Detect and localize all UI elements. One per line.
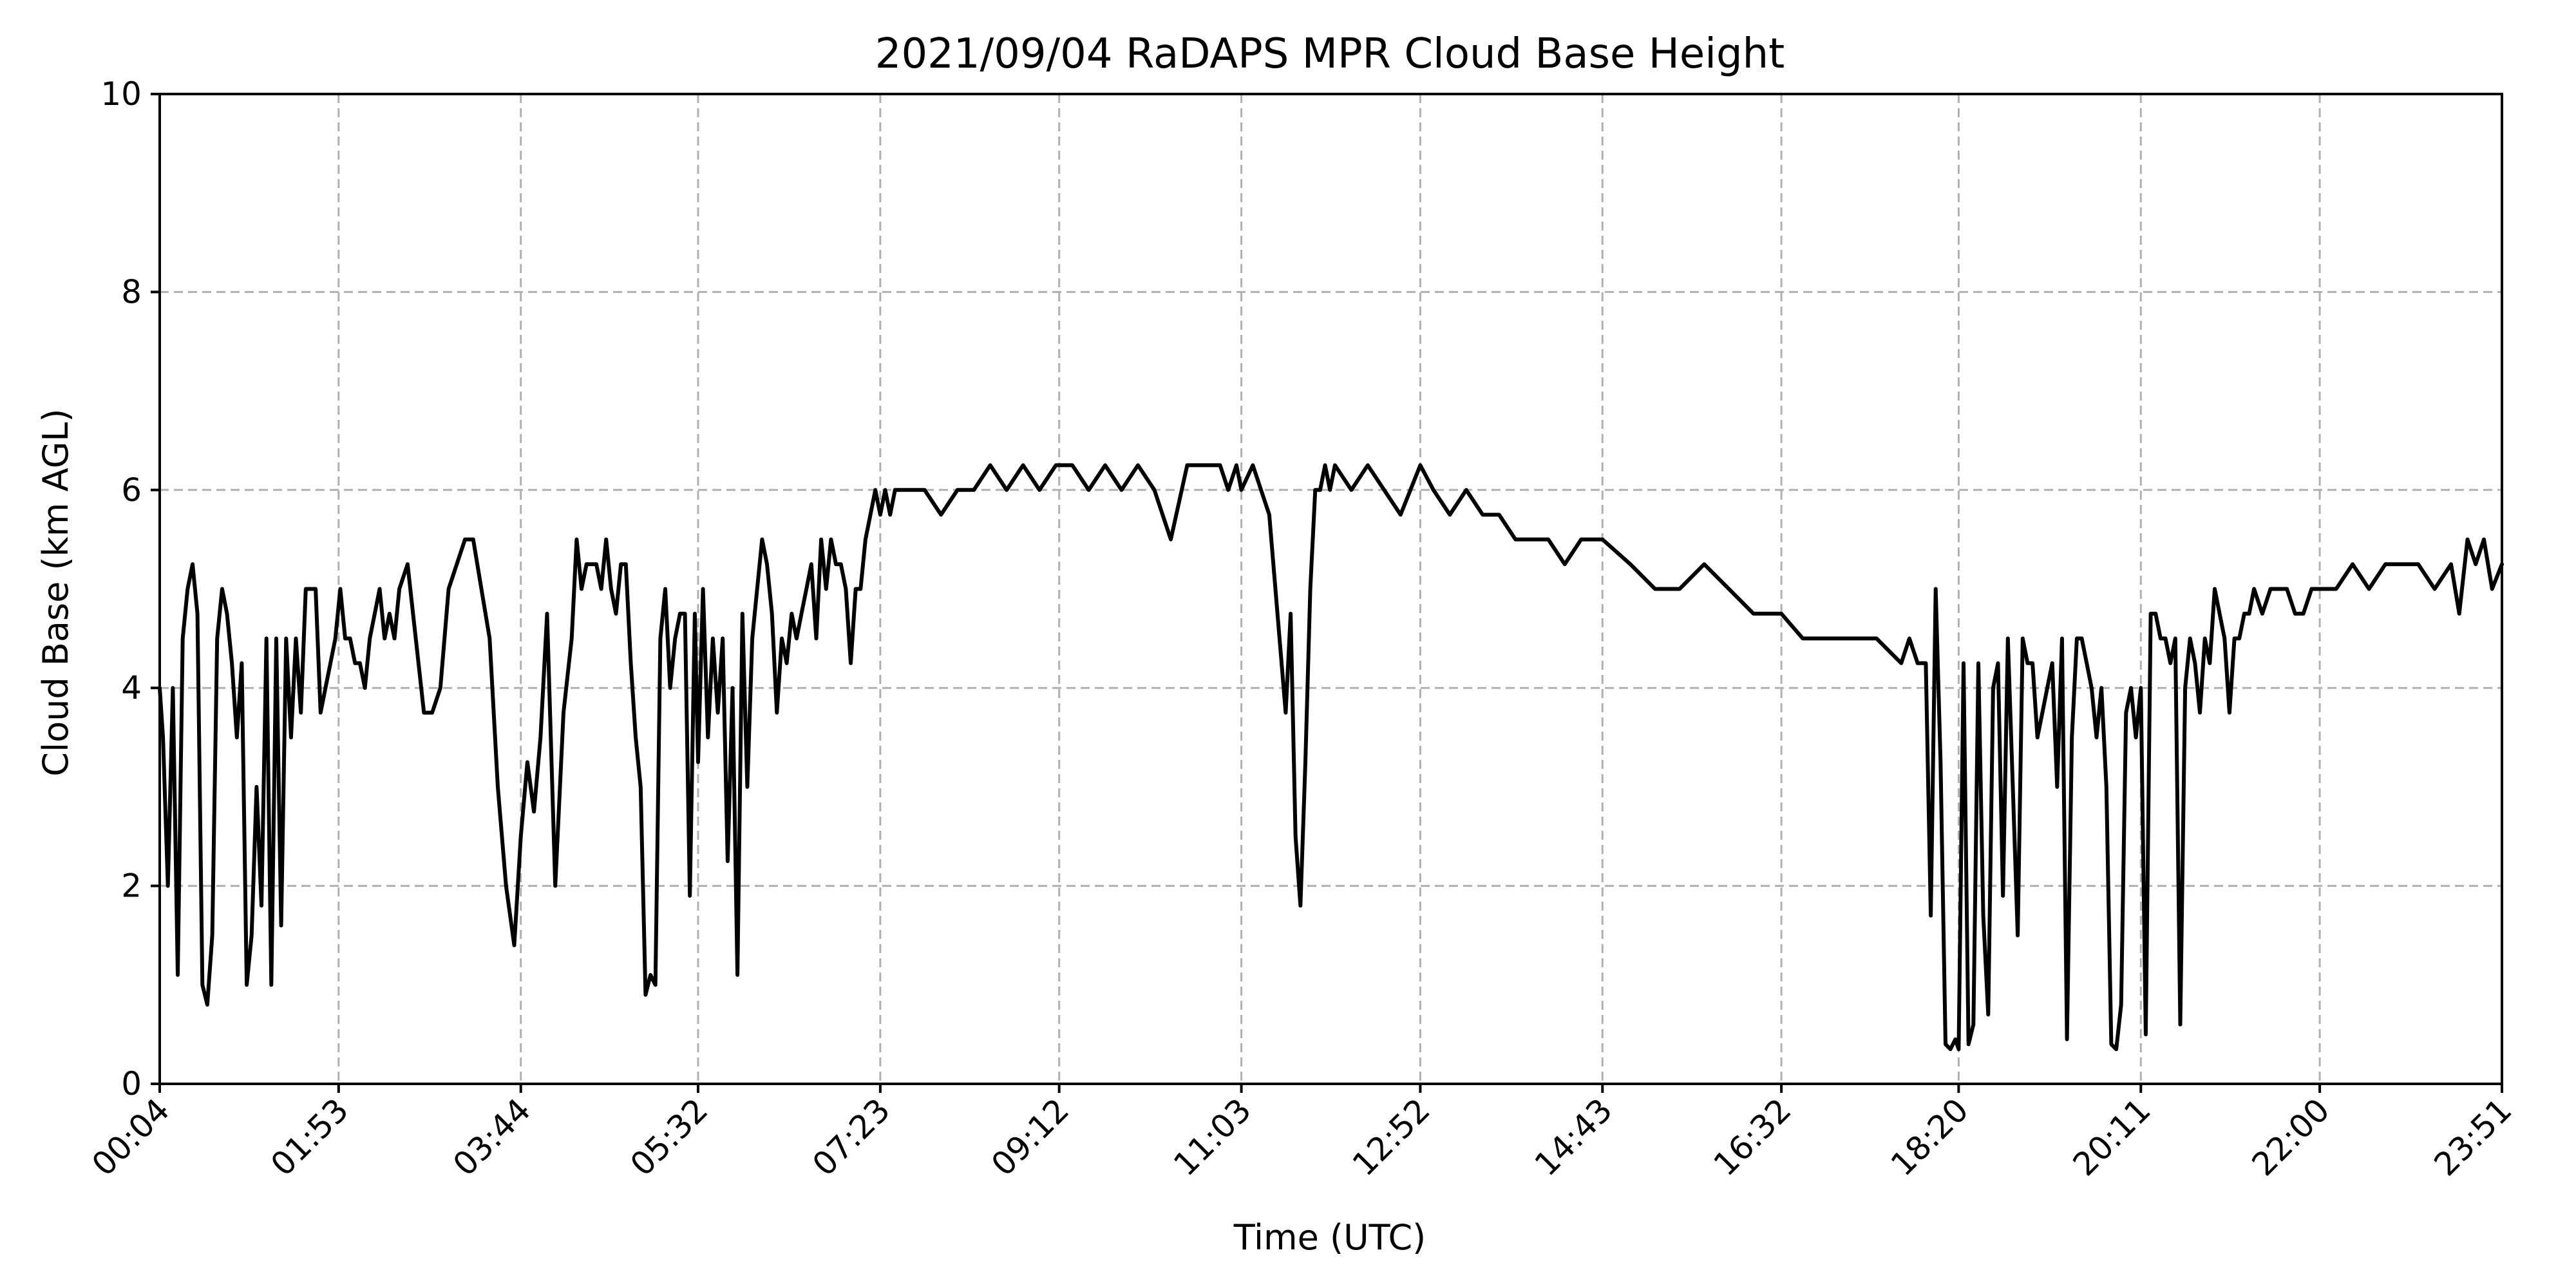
y-tick-label: 6 [121,471,142,509]
y-tick-label: 0 [121,1065,142,1103]
chart-title: 2021/09/04 RaDAPS MPR Cloud Base Height [875,30,1785,78]
cloud-base-series-line [158,463,2504,1052]
y-tick-label: 10 [100,75,142,113]
y-tick-label: 2 [121,867,142,905]
x-axis-label: Time (UTC) [1233,1217,1426,1258]
plot-area-frame [158,93,2503,1085]
y-tick-label: 4 [121,669,142,706]
y-tick-label: 8 [121,273,142,310]
y-axis-label: Cloud Base (km AGL) [35,408,76,776]
series-layer [158,463,2504,1052]
